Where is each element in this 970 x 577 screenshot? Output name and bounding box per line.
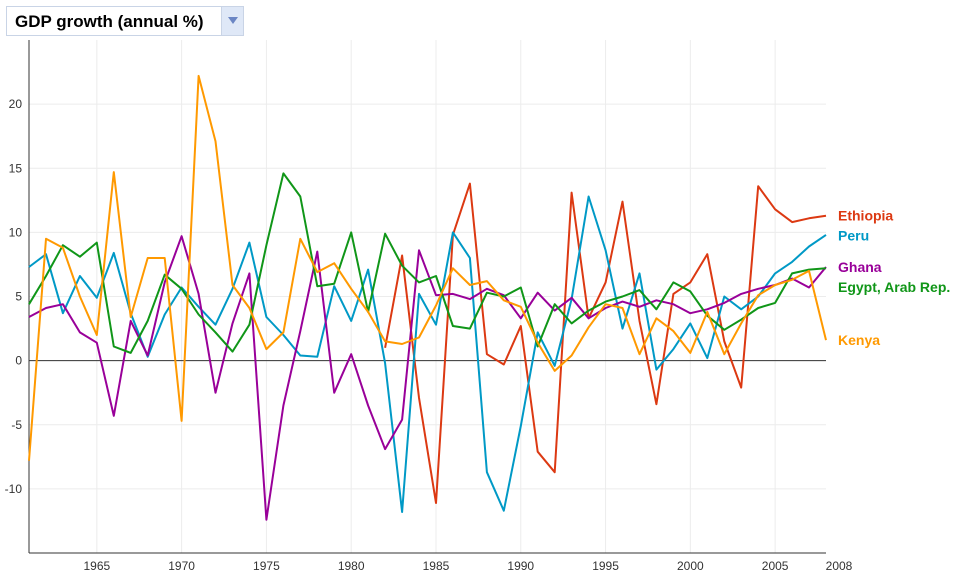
- indicator-selector[interactable]: GDP growth (annual %): [6, 6, 244, 36]
- indicator-dropdown-button[interactable]: [221, 7, 243, 35]
- series-label-peru: Peru: [838, 228, 869, 244]
- y-tick-label: -10: [5, 482, 23, 496]
- x-tick-label: 1990: [507, 559, 534, 573]
- series-line-peru: [28, 195, 827, 513]
- series-line-ethiopia: [384, 182, 827, 504]
- series-line-egypt-arab-rep: [28, 172, 827, 354]
- series-label-ethiopia: Ethiopia: [838, 208, 893, 224]
- y-tick-label: 5: [15, 290, 22, 304]
- grid-layer: [29, 40, 826, 553]
- indicator-selector-label: GDP growth (annual %): [15, 12, 204, 31]
- series-line-ghana: [28, 235, 827, 521]
- y-tick-label: -5: [11, 418, 22, 432]
- series-line-kenya: [28, 74, 827, 461]
- x-tick-label: 1970: [168, 559, 195, 573]
- series-label-egypt-arab-rep: Egypt, Arab Rep.: [838, 279, 950, 295]
- x-tick-label: 2005: [762, 559, 789, 573]
- series-label-ghana: Ghana: [838, 259, 882, 275]
- x-tick-label: 2000: [677, 559, 704, 573]
- y-tick-label: 0: [15, 354, 22, 368]
- chevron-down-icon: [228, 17, 238, 24]
- x-tick-label: 1975: [253, 559, 280, 573]
- y-tick-label: 20: [9, 97, 23, 111]
- series-label-kenya: Kenya: [838, 332, 880, 348]
- series-label-layer: Ethiopia Peru Ghana Egypt, Arab Rep. Kenya: [838, 208, 950, 348]
- y-tick-label: 15: [9, 161, 23, 175]
- x-tick-label: 1965: [83, 559, 110, 573]
- y-tick-label: 10: [9, 225, 23, 239]
- x-tick-label: 1985: [423, 559, 450, 573]
- axis-layer: 1965 1970 1975 1980 1985 1990 1995 2000 2005-10-…: [5, 40, 853, 573]
- series-layer: [28, 74, 827, 521]
- x-tick-label: 1980: [338, 559, 365, 573]
- x-end-label: 2008: [826, 559, 853, 573]
- x-tick-label: 1995: [592, 559, 619, 573]
